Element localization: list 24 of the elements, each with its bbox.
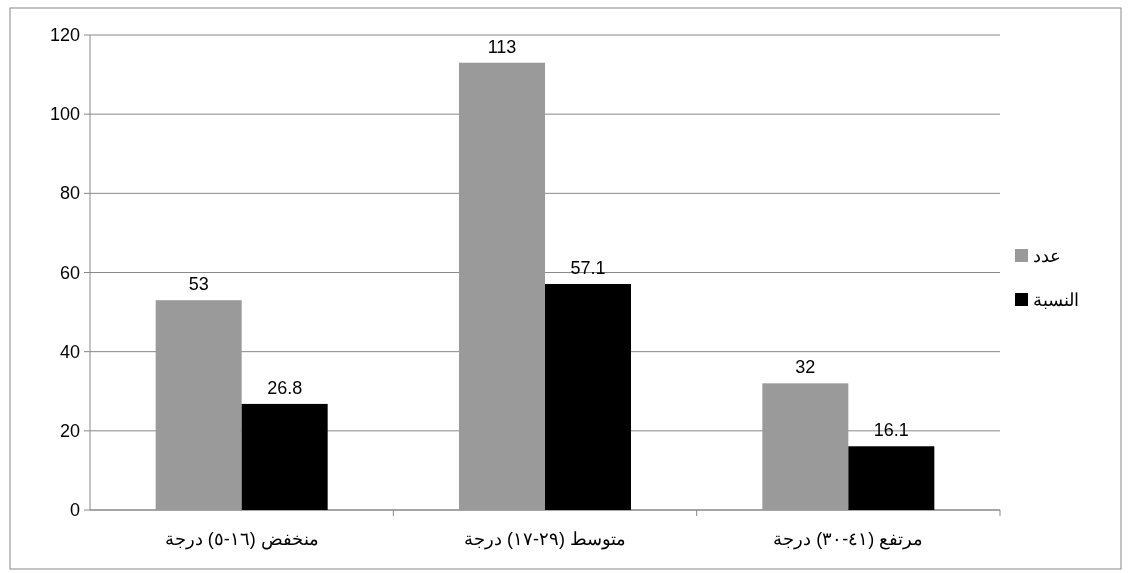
y-tick-label: 80 (59, 183, 80, 204)
bar (459, 62, 545, 510)
legend-label: عدد (1033, 246, 1061, 266)
y-tick-label: 40 (59, 341, 80, 362)
bar (241, 403, 328, 510)
y-tick-label: 0 (69, 500, 80, 520)
bar (545, 283, 631, 510)
data-label: 26.8 (267, 377, 303, 398)
bar (848, 446, 935, 510)
data-label: 32 (795, 357, 816, 378)
y-tick-label: 100 (49, 104, 80, 125)
data-label: 53 (188, 274, 209, 295)
data-label: 113 (487, 36, 517, 57)
x-tick-label: منخفض (١٦-٥) درجة (164, 529, 319, 550)
y-tick-label: 20 (59, 420, 80, 441)
data-label: 16.1 (873, 420, 909, 441)
y-tick-label: 60 (59, 262, 80, 283)
y-tick-label: 120 (49, 25, 80, 45)
bar (155, 300, 242, 510)
data-label: 57.1 (570, 257, 606, 278)
x-tick-label: مرتفع (٤١-٣٠) درجة (773, 529, 924, 550)
x-tick-label: متوسط (٢٩-١٧) درجة (464, 529, 626, 550)
legend-label: النسبة (1033, 290, 1079, 310)
bar (762, 383, 849, 510)
